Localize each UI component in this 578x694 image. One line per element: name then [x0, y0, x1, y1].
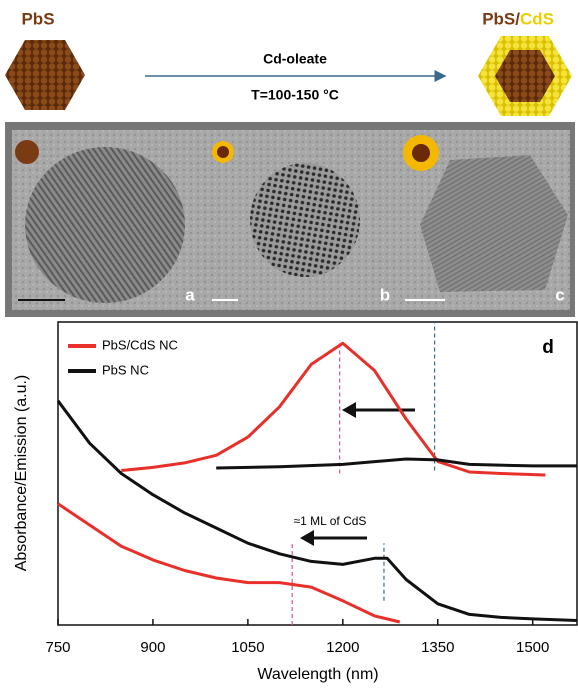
curve — [216, 459, 577, 468]
tem-panel: a — [12, 130, 205, 310]
x-tick-label: 750 — [45, 639, 70, 656]
legend-label: PbS/CdS NC — [102, 337, 178, 352]
condition: T=100-150 °C — [251, 87, 339, 103]
chart: d Wavelength (nm) Absorbance/Emission (a… — [13, 322, 577, 683]
shell-label: CdS — [520, 9, 554, 28]
tem-panel: b — [205, 130, 400, 310]
x-axis-label: Wavelength (nm) — [257, 666, 378, 683]
legend-label: PbS NC — [102, 362, 149, 377]
curve — [121, 343, 545, 475]
panel-label: a — [185, 285, 195, 304]
figure: PbS Cd-oleate T=100-150 °C PbS/ CdS a b … — [0, 0, 578, 689]
y-axis-label: Absorbance/Emission (a.u.) — [13, 375, 30, 572]
panel-label: c — [555, 285, 564, 304]
reagent: Cd-oleate — [263, 51, 327, 67]
tem-panel: c — [400, 130, 570, 310]
curve — [58, 401, 577, 621]
core-shell-label: PbS/ — [482, 9, 520, 28]
x-tick-label: 1350 — [421, 639, 454, 656]
panel-label: d — [542, 337, 554, 358]
shift-arrow-head — [342, 402, 356, 418]
shift-arrow-head — [300, 530, 314, 546]
annotation: ≈1 ML of CdS — [294, 514, 367, 528]
x-tick-label: 1200 — [326, 639, 359, 656]
core-label: PbS — [21, 9, 54, 28]
core-hexagon — [5, 40, 85, 110]
x-tick-label: 900 — [140, 639, 165, 656]
panel-label: b — [380, 285, 390, 304]
x-tick-label: 1050 — [231, 639, 264, 656]
x-tick-label: 1500 — [516, 639, 549, 656]
